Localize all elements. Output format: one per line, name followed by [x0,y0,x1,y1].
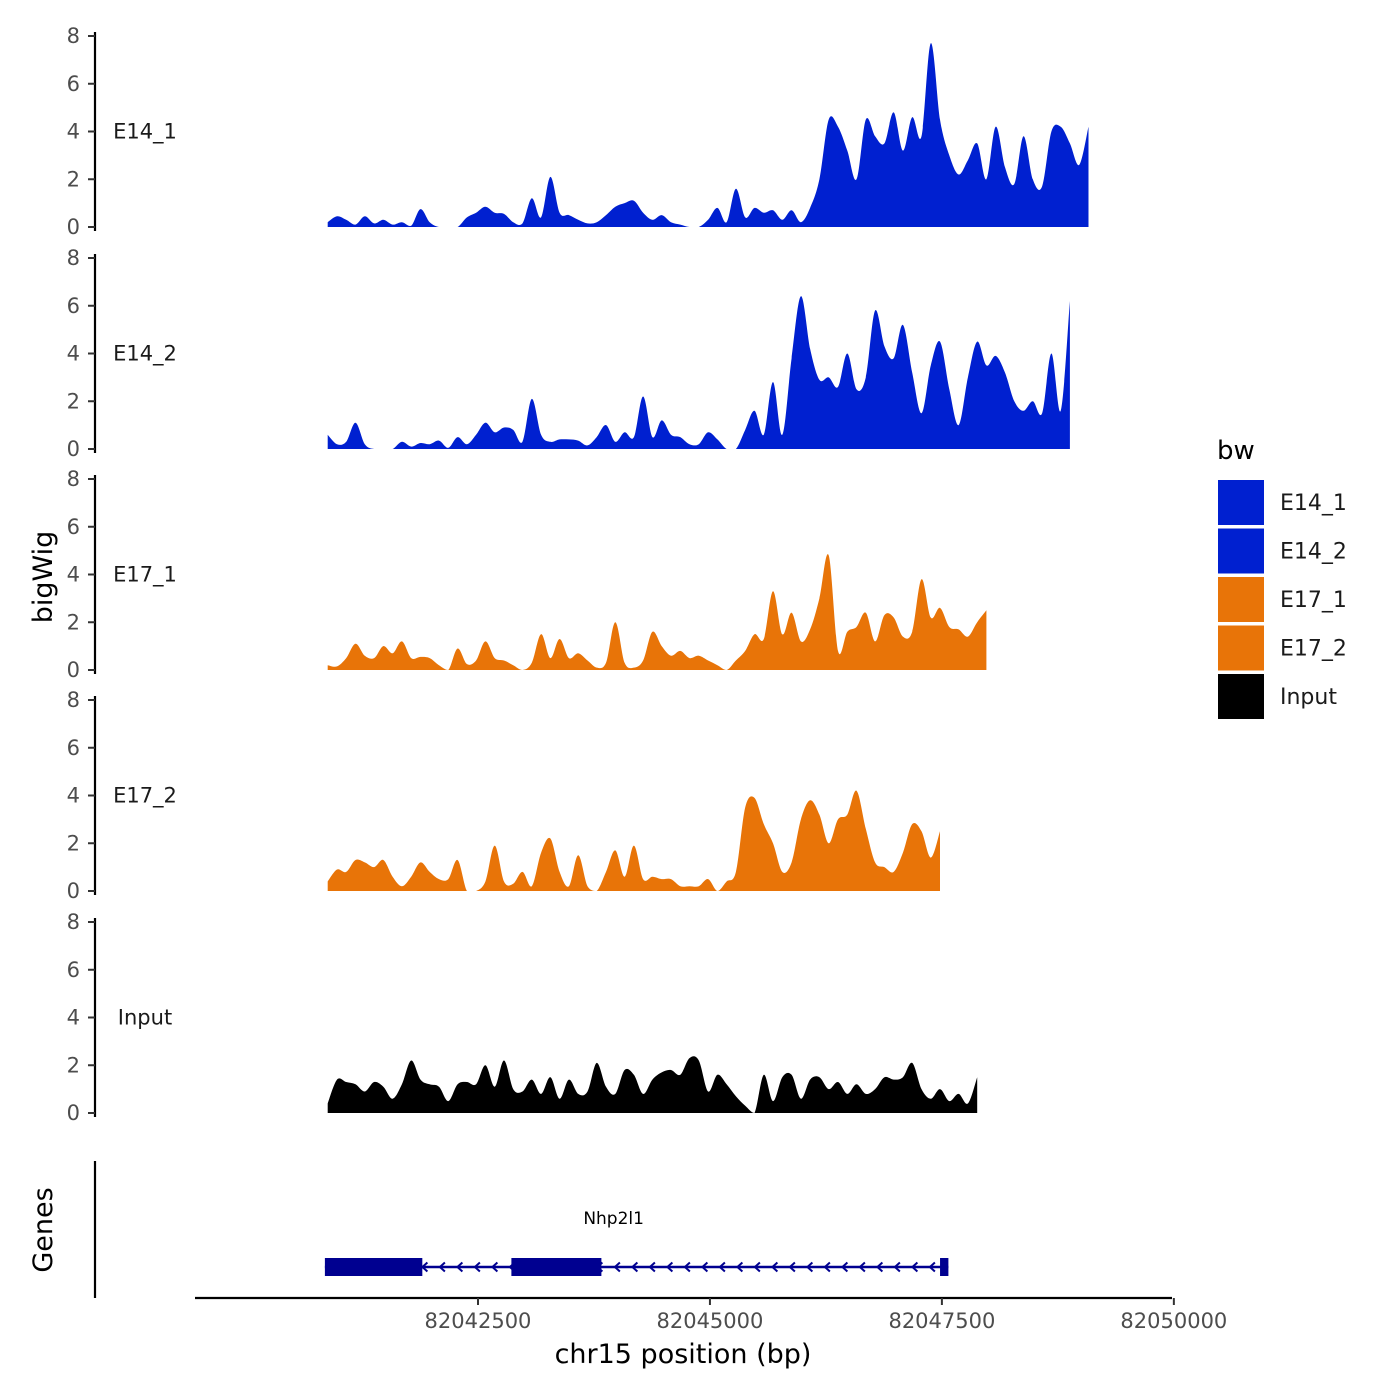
y-tick-label: 2 [67,610,80,634]
track-Input: 0 2 4 6 8 Input [67,910,978,1125]
legend-label-Input: Input [1280,685,1337,710]
y-tick-label: 4 [67,120,80,144]
legend-keys: E14_1 E14_2 E17_1 E17_2 Input [1218,480,1347,719]
x-tick-label: 82045000 [656,1309,763,1333]
y-tick-label: 8 [67,910,80,934]
legend-swatch-Input [1218,674,1264,719]
y-tick-label: 0 [67,658,80,682]
track-label: E14_2 [113,342,177,367]
y-tick-label: 0 [67,1101,80,1125]
signal-area-E17_2 [327,790,940,891]
signal-area-E14_2 [327,296,1070,449]
signal-area-E17_1 [327,554,987,670]
track-label: E17_1 [113,563,177,588]
y-tick-label: 8 [67,246,80,270]
strand-arrow [420,1261,429,1273]
strand-arrow [823,1261,831,1273]
track-E14_1: 0 2 4 6 8 E14_1 [67,24,1089,239]
legend-label-E17_2: E17_2 [1280,637,1347,662]
genes-panel-title: Genes [28,1187,59,1272]
strand-arrow [438,1261,446,1273]
legend-label-E14_1: E14_1 [1280,491,1347,516]
strand-arrow [875,1261,884,1273]
track-label: E17_2 [113,784,177,809]
strand-arrow [683,1261,691,1273]
legend: bw E14_1 E14_2 E17_1 E17_2 Input [1217,436,1347,719]
y-tick-label: 2 [67,831,80,855]
y-tick-label: 0 [67,215,80,239]
y-axis-title: bigWig [28,531,59,624]
y-tick-label: 6 [67,515,80,539]
strand-arrow [893,1261,901,1273]
legend-label-E17_1: E17_1 [1280,588,1347,613]
strand-arrow [648,1261,656,1273]
track-E17_2: 0 2 4 6 8 E17_2 [67,688,940,903]
strand-arrow [928,1261,936,1273]
strand-arrow [718,1261,726,1273]
y-tick-label: 6 [67,958,80,982]
y-tick-label: 4 [67,563,80,587]
y-tick-label: 0 [67,879,80,903]
legend-title: bw [1217,436,1255,466]
x-axis: 82042500 82045000 82047500 82050000 chr15 p… [195,1296,1227,1370]
strand-arrow [788,1261,796,1273]
signal-area-Input [327,1056,978,1113]
gene-model: Nhp2l1 [324,1209,949,1276]
x-tick-label: 82042500 [425,1309,532,1333]
y-tick-label: 2 [67,167,80,191]
gene-exon [511,1258,602,1276]
y-tick-label: 4 [67,1006,80,1030]
strand-arrow [630,1261,639,1273]
legend-swatch-E14_2 [1218,528,1264,574]
strand-arrow [910,1261,919,1273]
strand-arrow [805,1261,814,1273]
y-tick-label: 4 [67,342,80,366]
y-tick-label: 8 [67,688,80,712]
strand-arrow [665,1261,674,1273]
track-E17_1: 0 2 4 6 8 E17_1 [67,467,987,682]
gene-exon [324,1258,423,1276]
y-tick-label: 4 [67,784,80,808]
strand-arrow [753,1261,761,1273]
y-tick-label: 6 [67,294,80,318]
strand-arrow [770,1261,779,1273]
gene-exon [940,1258,949,1276]
signal-area-E14_1 [327,43,1089,227]
x-tick-label: 82050000 [1120,1309,1227,1333]
signal-tracks: 0 2 4 6 8 E14_1 0 2 4 6 8 E14_2 0 2 4 6 8 E17_1 0 2 4 6 8 E17_2… [67,24,1089,1125]
y-tick-label: 8 [67,24,80,48]
legend-label-E14_2: E14_2 [1280,540,1347,565]
y-tick-label: 6 [67,736,80,760]
strand-arrow [455,1261,464,1273]
strand-arrow [613,1261,621,1273]
legend-swatch-E17_2 [1218,625,1264,671]
strand-arrow [700,1261,709,1273]
legend-swatch-E17_1 [1218,577,1264,622]
strand-arrow [840,1261,849,1273]
legend-swatch-E14_1 [1218,480,1264,525]
y-tick-label: 0 [67,437,80,461]
strand-arrow [858,1261,866,1273]
y-tick-label: 2 [67,389,80,413]
y-tick-label: 8 [67,467,80,491]
genes-panel: Genes Nhp2l1 [28,1161,949,1298]
track-label: E14_1 [113,120,177,145]
strand-arrow [490,1261,499,1273]
y-tick-label: 6 [67,72,80,96]
track-label: Input [118,1006,172,1030]
x-tick-label: 82047500 [888,1309,995,1333]
gene-name-label: Nhp2l1 [583,1209,644,1229]
x-axis-title: chr15 position (bp) [555,1339,812,1370]
x-axis-ticks: 82042500 82045000 82047500 82050000 [425,1298,1227,1333]
strand-arrow [473,1261,481,1273]
track-E14_2: 0 2 4 6 8 E14_2 [67,246,1070,461]
y-tick-label: 2 [67,1053,80,1077]
strand-arrow [735,1261,744,1273]
